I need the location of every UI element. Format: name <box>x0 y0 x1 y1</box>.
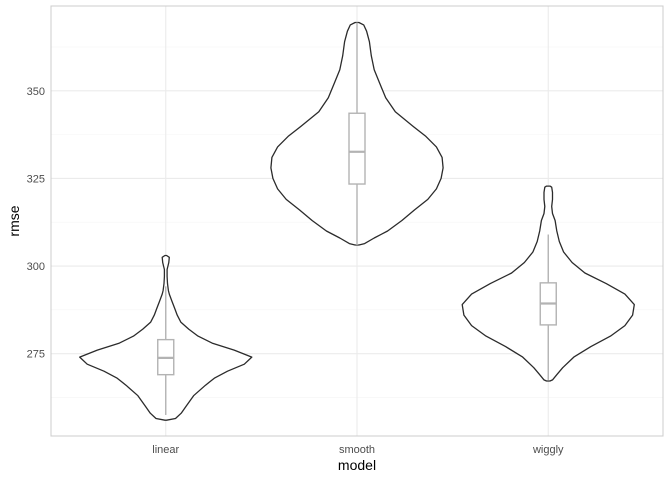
x-tick-labels: linear smooth wiggly <box>152 444 564 456</box>
violins <box>79 21 635 421</box>
y-axis-title: rmse <box>6 205 22 236</box>
y-tick-labels: 275 300 325 350 <box>27 86 45 361</box>
y-tick-label: 300 <box>27 261 45 273</box>
x-axis-title: model <box>338 457 376 473</box>
x-tick-label-smooth: smooth <box>339 444 375 456</box>
y-tick-label: 350 <box>27 86 45 98</box>
x-tick-label-wiggly: wiggly <box>532 444 564 456</box>
y-tick-label: 275 <box>27 349 45 361</box>
box-smooth <box>348 112 366 185</box>
x-tick-label-linear: linear <box>152 444 179 456</box>
y-tick-label: 325 <box>27 173 45 185</box>
panel-border <box>50 5 664 437</box>
